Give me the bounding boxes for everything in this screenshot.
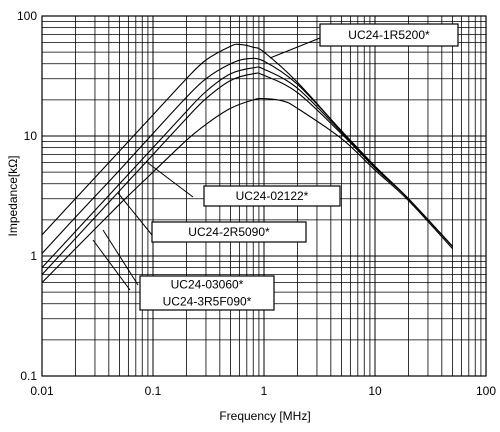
series-label: UC24-03060* <box>171 278 244 292</box>
series-label: UC24-2R5090* <box>188 225 270 239</box>
leader-lines <box>92 37 321 291</box>
leader-line <box>269 37 321 59</box>
series-label: UC24-1R5200* <box>348 28 430 42</box>
leader-line <box>147 162 194 198</box>
label-box <box>319 23 459 47</box>
series-line-4 <box>41 97 454 283</box>
y-tick-label: 10 <box>24 129 38 143</box>
series-label: UC24-3R5F090* <box>163 295 252 309</box>
label-box <box>151 221 307 243</box>
curves <box>41 43 454 283</box>
x-axis-label: Frequency [MHz] <box>219 409 310 423</box>
x-tick-label: 1 <box>261 384 268 398</box>
label-box <box>139 275 275 311</box>
y-tick-label: 0.1 <box>20 369 37 383</box>
x-tick-label: 10 <box>368 384 382 398</box>
x-tick-label: 100 <box>476 384 496 398</box>
x-tick-label: 0.1 <box>145 384 162 398</box>
leader-line <box>102 229 139 286</box>
series-labels: UC24-1R5200* UC24-02122* UC24-2R5090* UC24-… <box>139 23 459 311</box>
x-tick-label: 0.01 <box>30 384 54 398</box>
y-tick-label: 1 <box>30 249 37 263</box>
series-line-1 <box>41 57 454 254</box>
series-line-2 <box>41 66 454 268</box>
y-axis-label: Impedance[kΩ] <box>6 155 20 236</box>
leader-line <box>92 239 131 291</box>
series-label: UC24-02122* <box>236 189 309 203</box>
series-line-3 <box>41 72 454 275</box>
y-tick-label: 100 <box>17 9 37 23</box>
leader-line <box>117 192 153 236</box>
label-box <box>203 185 341 207</box>
plot-frame <box>41 15 487 377</box>
grid <box>41 16 486 377</box>
